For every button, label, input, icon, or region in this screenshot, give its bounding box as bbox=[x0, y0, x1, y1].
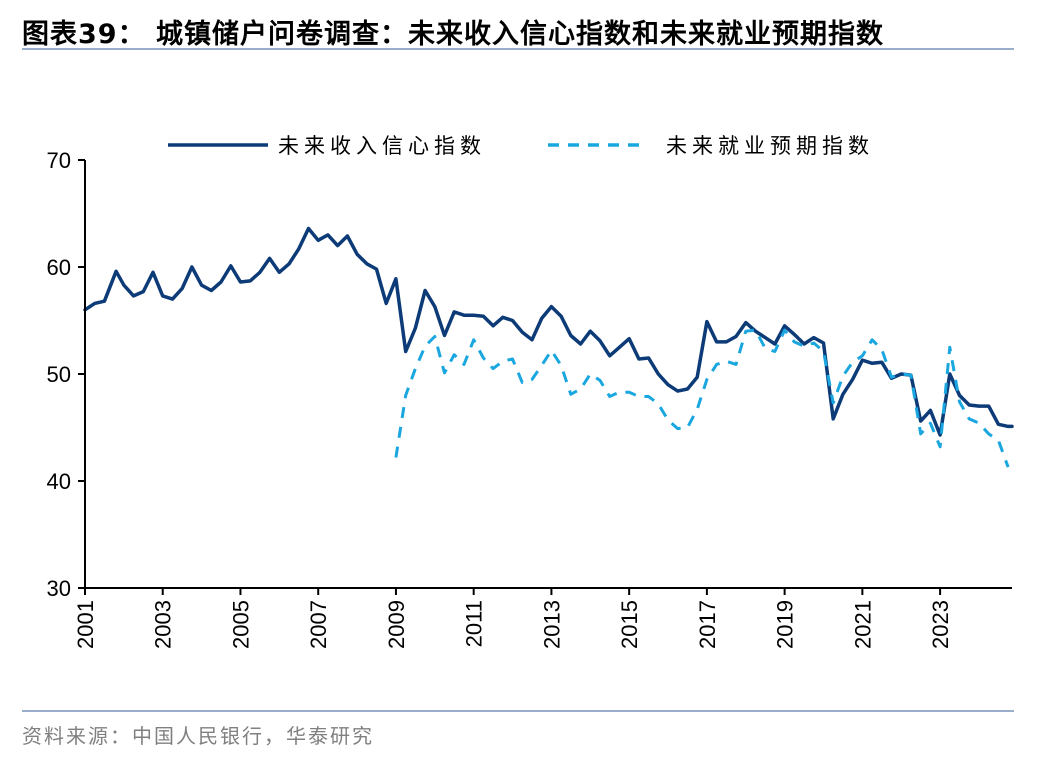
x-tick-label: 2015 bbox=[617, 600, 642, 649]
y-tick-label: 60 bbox=[47, 255, 71, 280]
y-tick-label: 30 bbox=[47, 576, 71, 601]
x-tick-label: 2013 bbox=[539, 600, 564, 649]
series-line-2 bbox=[394, 328, 1010, 468]
legend-label-1: 未来收入信心指数 bbox=[278, 134, 486, 158]
y-tick-label: 50 bbox=[47, 362, 71, 387]
source-note: 资料来源：中国人民银行，华泰研究 bbox=[22, 724, 374, 748]
x-tick-label: 2007 bbox=[306, 600, 331, 649]
figure-title: 图表39： 城镇储户问卷调查：未来收入信心指数和未来就业预期指数 bbox=[22, 19, 884, 50]
x-tick-label: 2001 bbox=[73, 600, 98, 649]
x-tick-label: 2009 bbox=[384, 600, 409, 649]
legend-label-2: 未来就业预期指数 bbox=[666, 134, 874, 158]
y-tick-label: 70 bbox=[47, 148, 71, 173]
x-tick-label: 2019 bbox=[773, 600, 798, 649]
legend: 未来收入信心指数 未来就业预期指数 bbox=[168, 134, 874, 158]
series-line-1 bbox=[83, 226, 1014, 437]
x-tick-label: 2011 bbox=[462, 600, 487, 647]
title-divider bbox=[22, 48, 1014, 50]
x-tick-label: 2023 bbox=[928, 600, 953, 649]
y-tick-label: 40 bbox=[47, 469, 71, 494]
source-divider bbox=[22, 710, 1014, 712]
x-tick-label: 2005 bbox=[228, 600, 253, 649]
x-tick-label: 2017 bbox=[695, 600, 720, 649]
series-layer bbox=[83, 226, 1014, 468]
axes-layer: 30 40 50 60 70 2001 2003 2005 2007 2009 2011 2013 20… bbox=[47, 148, 1012, 649]
x-tick-label: 2003 bbox=[151, 600, 176, 649]
x-tick-label: 2021 bbox=[850, 600, 875, 649]
